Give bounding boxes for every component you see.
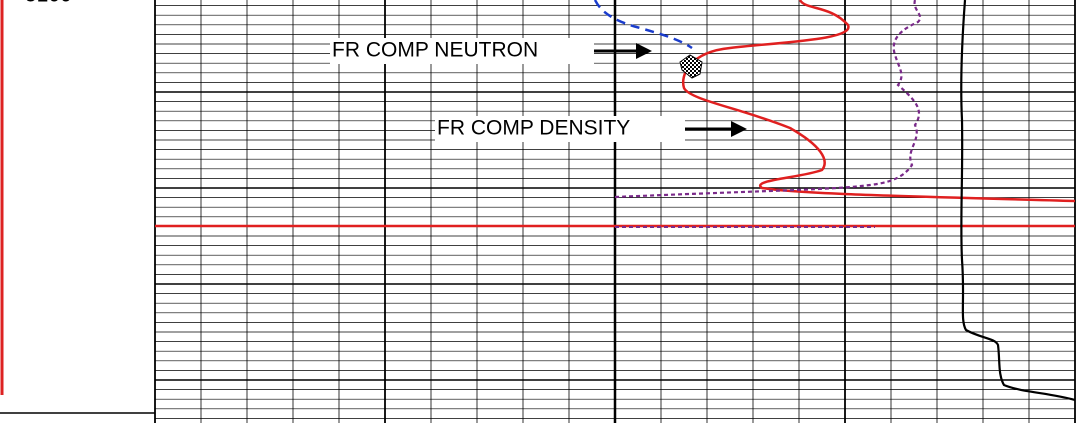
crossover-shading xyxy=(679,54,703,79)
density-curve xyxy=(681,0,1076,203)
black-curve xyxy=(960,0,1076,402)
label-backdrop xyxy=(330,38,594,64)
dotted-curve xyxy=(614,0,922,199)
arrow-head xyxy=(636,43,652,59)
annotation-neutron: FR COMP NEUTRON xyxy=(332,39,538,62)
depth-label: 5100 xyxy=(25,0,72,7)
arrow-head xyxy=(731,121,747,137)
label-backdrop xyxy=(435,116,685,142)
neutron-curve xyxy=(593,0,693,50)
annotation-density: FR COMP DENSITY xyxy=(437,117,630,140)
